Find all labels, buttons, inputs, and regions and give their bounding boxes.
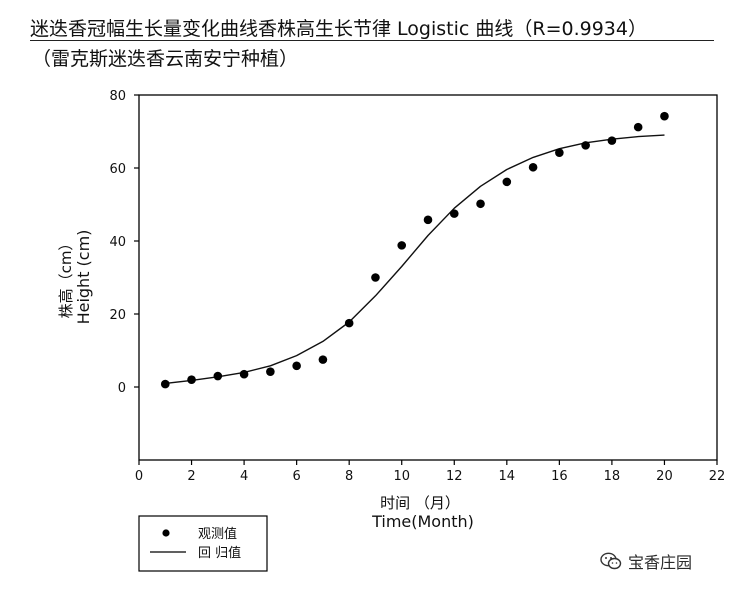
- x-axis: 0 2 4 6 8 10 12 14 16 18 20 22: [135, 460, 725, 484]
- data-point: [633, 122, 643, 132]
- y-axis-label-cn: 株高（cm）: [57, 236, 75, 319]
- page-title: 迷迭香冠幅生长量变化曲线香株高生长节律 Logistic 曲线（R=0.9934…: [30, 18, 647, 40]
- page-subtitle: （雷克斯迷迭香云南安宁种植）: [32, 48, 299, 70]
- data-point: [318, 355, 328, 364]
- x-tick-label: 8: [345, 469, 353, 484]
- y-axis-label-en: Height (cm): [74, 230, 93, 325]
- data-point: [292, 361, 301, 371]
- x-tick-label: 22: [709, 469, 726, 484]
- data-point: [660, 111, 669, 121]
- regression-curve: [165, 134, 665, 385]
- watermark-text: 宝香庄园: [627, 553, 692, 572]
- data-point: [476, 199, 485, 209]
- data-point: [266, 367, 275, 376]
- y-tick-label: 60: [109, 162, 126, 177]
- plot-frame: [138, 94, 718, 461]
- x-tick-label: 4: [240, 469, 248, 484]
- x-tick-label: 2: [187, 469, 195, 484]
- x-tick-label: 6: [292, 469, 300, 484]
- title-underline: [30, 40, 714, 41]
- legend: 观测值 回 归值: [138, 515, 268, 572]
- x-tick-label: 12: [446, 469, 463, 484]
- x-axis-label-cn: 时间 （月）: [380, 494, 460, 512]
- regression-line: [165, 134, 665, 385]
- data-point: [502, 177, 512, 187]
- x-tick-label: 0: [135, 469, 143, 484]
- observed-points: [160, 111, 669, 389]
- y-tick-label: 20: [109, 308, 126, 323]
- data-point: [423, 215, 433, 225]
- data-point: [397, 241, 407, 250]
- data-point: [555, 148, 564, 157]
- y-tick-label: 0: [118, 381, 126, 396]
- data-point: [581, 141, 590, 150]
- x-axis-label-en: Time(Month): [371, 512, 474, 531]
- y-tick-label: 40: [109, 235, 126, 250]
- y-axis: 0 20 40 60 80: [109, 89, 139, 396]
- x-tick-label: 18: [604, 469, 621, 484]
- data-point: [239, 369, 249, 379]
- data-point: [449, 209, 459, 218]
- data-point: [344, 318, 354, 328]
- data-point: [213, 371, 223, 381]
- data-point: [160, 379, 170, 389]
- data-point: [607, 136, 617, 145]
- data-point: [371, 273, 380, 282]
- x-tick-label: 10: [393, 469, 410, 484]
- data-point: [187, 375, 196, 385]
- watermark: 宝香庄园: [600, 549, 692, 573]
- legend-marker-observed: [162, 529, 170, 537]
- wechat-icon: [600, 552, 622, 570]
- legend-label-observed: 观测值: [198, 526, 237, 542]
- x-tick-label: 20: [656, 469, 673, 484]
- x-tick-label: 16: [551, 469, 568, 484]
- data-point: [528, 162, 538, 172]
- legend-label-regression: 回 归值: [198, 545, 241, 561]
- x-tick-label: 14: [499, 469, 516, 484]
- y-tick-label: 80: [109, 89, 126, 104]
